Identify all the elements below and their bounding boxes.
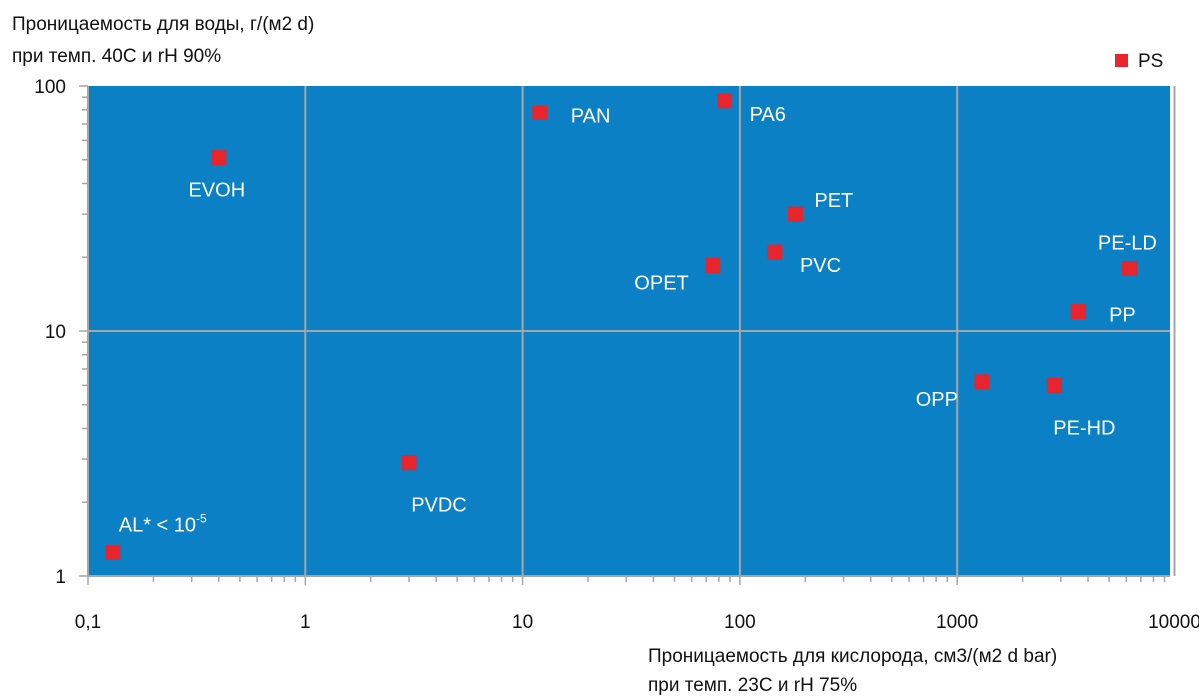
- point-label: PVC: [800, 255, 841, 277]
- point-label-text: PP: [1109, 305, 1136, 327]
- x-tick-label: 10000: [1148, 612, 1199, 633]
- point-label-text: PAN: [571, 105, 611, 127]
- data-point: [211, 150, 227, 166]
- data-point: [532, 104, 548, 120]
- data-points: [105, 93, 1137, 560]
- point-label: PAN: [571, 105, 611, 127]
- data-point: [767, 244, 783, 260]
- point-label-text: PE-HD: [1053, 417, 1115, 439]
- x-axis-title-line-1: Проницаемость для кислорода, см3/(м2 d b…: [648, 646, 1057, 667]
- point-label-text: OPET: [634, 273, 688, 295]
- point-label: EVOH: [188, 180, 245, 202]
- x-tick-label: 0,1: [75, 612, 101, 633]
- legend-marker: [1115, 54, 1128, 67]
- data-point: [401, 455, 417, 471]
- y-axis-title-line-1: Проницаемость для воды, г/(м2 d): [12, 14, 314, 35]
- grid: [88, 86, 1176, 576]
- legend: PS: [1115, 51, 1163, 72]
- point-label-text: PVDC: [411, 495, 467, 517]
- point-label: AL* < 10-5: [119, 511, 207, 536]
- data-point: [1070, 304, 1086, 320]
- point-label: PVDC: [411, 495, 467, 517]
- point-label: OPET: [634, 273, 688, 295]
- point-label: PP: [1109, 305, 1136, 327]
- x-tick-label: 1000: [936, 612, 978, 633]
- point-label-text: EVOH: [188, 180, 245, 202]
- data-point: [974, 374, 990, 390]
- data-point: [705, 258, 721, 274]
- point-label: OPP: [916, 389, 958, 411]
- y-axis-title-line-2: при темп. 40С и rH 90%: [12, 46, 221, 67]
- point-label-text: PVC: [800, 255, 841, 277]
- point-label: PA6: [750, 104, 786, 126]
- point-label: PE-LD: [1098, 232, 1157, 254]
- tick-labels: 0,1 1 10 100 1000 10000 1 10 100: [34, 77, 1199, 633]
- point-label: PE-HD: [1053, 417, 1115, 439]
- data-point: [787, 206, 803, 222]
- x-axis-title-line-2: при темп. 23С и rH 75%: [648, 675, 857, 696]
- point-label-text: PET: [814, 190, 853, 212]
- point-label-text: PE-LD: [1098, 232, 1157, 254]
- y-tick-label: 100: [34, 77, 66, 98]
- data-point: [105, 544, 121, 560]
- data-point: [717, 93, 733, 109]
- point-label-text: AL* < 10: [119, 514, 196, 536]
- axes: [79, 85, 1170, 585]
- data-point: [1121, 260, 1137, 276]
- x-tick-label: 10: [512, 612, 533, 633]
- point-label: PET: [814, 190, 853, 212]
- point-label-text: PA6: [750, 104, 786, 126]
- y-tick-label: 10: [45, 322, 66, 343]
- data-point: [1046, 377, 1062, 393]
- x-tick-label: 100: [724, 612, 756, 633]
- point-label-superscript: -5: [196, 511, 207, 525]
- point-labels: PAN PA6 EVOH PET OPET PVC PE-LD PP OPP PE-HD PVDC A…: [119, 104, 1157, 536]
- y-tick-label: 1: [55, 567, 66, 588]
- point-label-text: OPP: [916, 389, 958, 411]
- x-tick-label: 1: [300, 612, 311, 633]
- legend-label: PS: [1138, 51, 1163, 72]
